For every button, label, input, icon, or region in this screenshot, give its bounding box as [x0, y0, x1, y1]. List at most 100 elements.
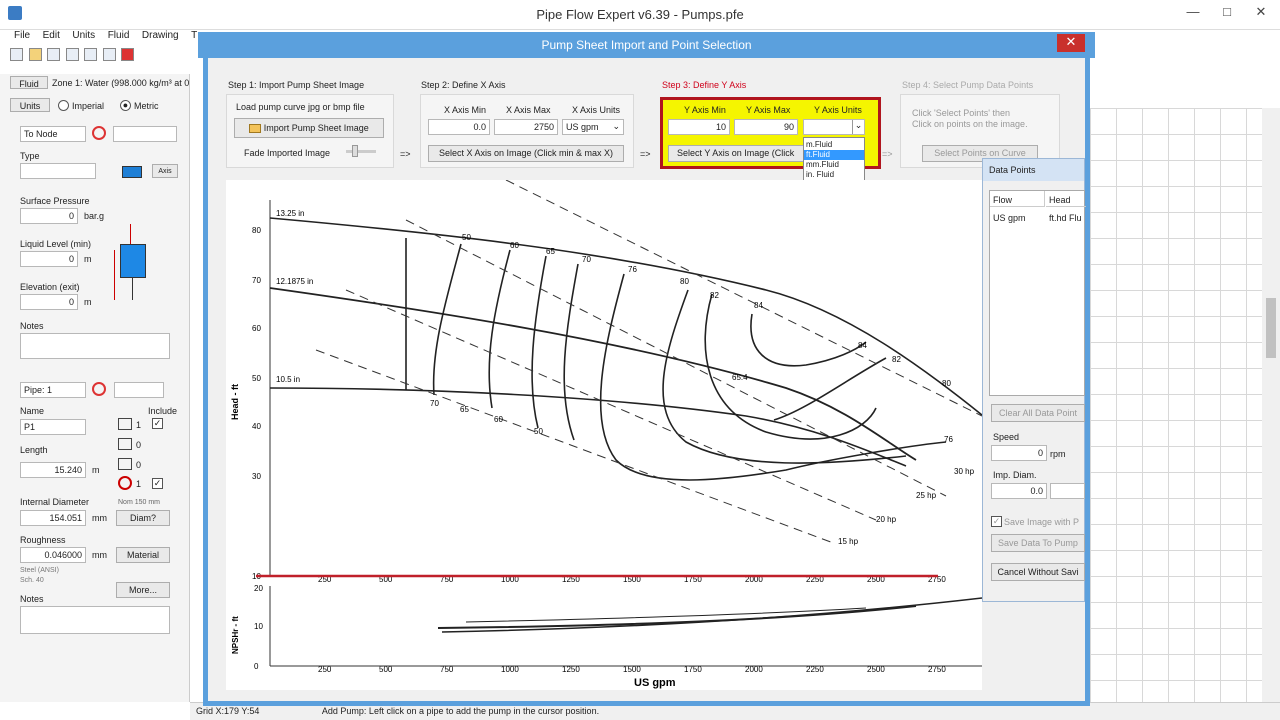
y-min-label: Y Axis Min [684, 105, 726, 115]
x-max-label: X Axis Max [506, 105, 551, 115]
x-min-input[interactable]: 0.0 [428, 119, 490, 135]
menu-edit[interactable]: Edit [42, 30, 60, 41]
surface-pressure-input[interactable]: 0 [20, 208, 78, 224]
units-button[interactable]: Units [10, 98, 50, 112]
pipe-crosshair-icon[interactable] [92, 382, 106, 396]
flow-tick-label: 2000 [745, 575, 763, 584]
save-icon[interactable] [47, 48, 61, 61]
pipe-name-input[interactable]: P1 [20, 419, 86, 435]
select-x-axis-button[interactable]: Select X Axis on Image (Click min & max … [428, 145, 624, 162]
surface-pressure-label: Surface Pressure [20, 196, 90, 206]
x-max-input[interactable]: 2750 [494, 119, 558, 135]
efficiency-curve-70 [531, 255, 547, 429]
efficiency-label: 60 [510, 241, 519, 250]
menu-units[interactable]: Units [72, 30, 96, 41]
cancel-button[interactable]: Cancel Without Savi [991, 563, 1085, 581]
npsh-flow-tick-label: 750 [440, 665, 454, 674]
material-button[interactable]: Material [116, 547, 170, 563]
preview-icon[interactable] [84, 48, 98, 61]
maximize-icon[interactable]: □ [1223, 4, 1231, 19]
x-units-select[interactable]: US gpm ⌄ [562, 119, 624, 135]
y-units-option[interactable]: in. Fluid [806, 170, 835, 179]
pipe-name-label: Name [20, 406, 45, 416]
clear-points-button[interactable]: Clear All Data Point [991, 404, 1085, 422]
more-button[interactable]: More... [116, 582, 170, 598]
y-units-option[interactable]: m.Fluid [806, 140, 833, 149]
menu-drawing[interactable]: Drawing [141, 30, 179, 41]
line-style-select[interactable] [114, 382, 164, 398]
flow-tick-label: 1500 [623, 575, 641, 584]
print-icon[interactable] [65, 48, 79, 61]
include-fittings-checkbox[interactable]: ✓ [152, 418, 163, 429]
hp-line-25 [405, 219, 947, 497]
flow-tick-label: 1000 [501, 575, 519, 584]
y-units-option[interactable]: ft.Fluid [804, 150, 864, 160]
schedule-label: Sch. 40 [20, 577, 44, 584]
menu-tools[interactable]: T [191, 30, 198, 41]
imp-diam-input[interactable]: 0.0 [991, 483, 1047, 499]
open-folder-icon[interactable] [28, 48, 42, 61]
step1-title: Step 1: Import Pump Sheet Image [228, 80, 365, 90]
fade-slider[interactable] [346, 145, 376, 157]
step2-title: Step 2: Define X Axis [421, 80, 506, 90]
vertical-scrollbar[interactable] [1262, 108, 1280, 702]
metric-radio[interactable]: ● [120, 100, 131, 111]
data-points-table[interactable]: Flow Head US gpm ft.hd Flu [989, 190, 1086, 396]
hp-line-30 [505, 180, 982, 417]
elevation-label: Elevation (exit) [20, 282, 80, 292]
efficiency-label: 50 [462, 233, 471, 242]
node-notes-input[interactable] [20, 333, 170, 359]
efficiency-label: 76 [628, 265, 637, 274]
efficiency-label: 65 [460, 405, 469, 414]
stop-icon[interactable] [121, 48, 135, 61]
fitting-icon[interactable] [118, 418, 132, 430]
efficiency-curve-60 [432, 243, 462, 396]
elevation-input[interactable]: 0 [20, 294, 78, 310]
y-units-option[interactable]: mm.Fluid [806, 160, 839, 169]
import-image-button[interactable]: Import Pump Sheet Image [234, 118, 384, 138]
component-icon[interactable] [118, 458, 132, 470]
save-data-button[interactable]: Save Data To Pump [991, 534, 1085, 552]
crosshair-icon[interactable] [92, 126, 106, 140]
diameter-input[interactable]: 154.051 [20, 510, 86, 526]
menu-fluid[interactable]: Fluid [107, 30, 130, 41]
axis-button[interactable]: Axis [152, 164, 178, 178]
node-name-input[interactable] [113, 126, 177, 142]
minimize-icon[interactable]: — [1186, 4, 1200, 19]
type-select[interactable] [20, 163, 96, 179]
pump-icon[interactable] [118, 476, 132, 490]
drawing-grid[interactable] [1090, 108, 1262, 702]
y-max-input[interactable]: 90 [734, 119, 798, 135]
dialog-close-icon[interactable]: ✕ [1057, 34, 1085, 52]
pipe-notes-input[interactable] [20, 606, 170, 634]
to-node-select[interactable]: To Node [20, 126, 86, 142]
y-units-select[interactable]: ⌄ [803, 119, 865, 135]
length-input[interactable]: 15.240 [20, 462, 86, 478]
pipe-select[interactable]: Pipe: 1 [20, 382, 86, 398]
export-icon[interactable] [102, 48, 116, 61]
imperial-radio[interactable] [58, 100, 69, 111]
liquid-level-input[interactable]: 0 [20, 251, 78, 267]
select-y-axis-button[interactable]: Select Y Axis on Image (Click [668, 145, 804, 162]
imp-diam-unit-select[interactable] [1050, 483, 1085, 499]
step4-hint-2: Click on points on the image. [912, 119, 1028, 129]
speed-input[interactable]: 0 [991, 445, 1047, 461]
pump-sheet-image[interactable]: 80706050403010 2505007501000125015001750… [226, 180, 982, 690]
fluid-button[interactable]: Fluid [10, 76, 48, 89]
new-file-icon[interactable] [10, 48, 23, 61]
flow-tick-label: 250 [318, 575, 332, 584]
diam-button[interactable]: Diam? [116, 510, 170, 526]
select-points-button[interactable]: Select Points on Curve [922, 145, 1038, 162]
data-points-title: Data Points [983, 159, 1084, 181]
menu-file[interactable]: File [14, 30, 31, 41]
diameter-label: Internal Diameter [20, 497, 90, 507]
include-pump-checkbox[interactable]: ✓ [152, 478, 163, 489]
close-icon[interactable]: ✕ [1255, 4, 1267, 19]
save-image-checkbox[interactable]: ✓ [991, 516, 1002, 527]
npsh-tick-label: 0 [254, 662, 259, 671]
npsh-axis-label: NPSHr - ft [231, 616, 240, 654]
valve-icon[interactable] [118, 438, 132, 450]
y-min-input[interactable]: 10 [668, 119, 730, 135]
efficiency-label: 70 [582, 255, 591, 264]
roughness-input[interactable]: 0.046000 [20, 547, 86, 563]
